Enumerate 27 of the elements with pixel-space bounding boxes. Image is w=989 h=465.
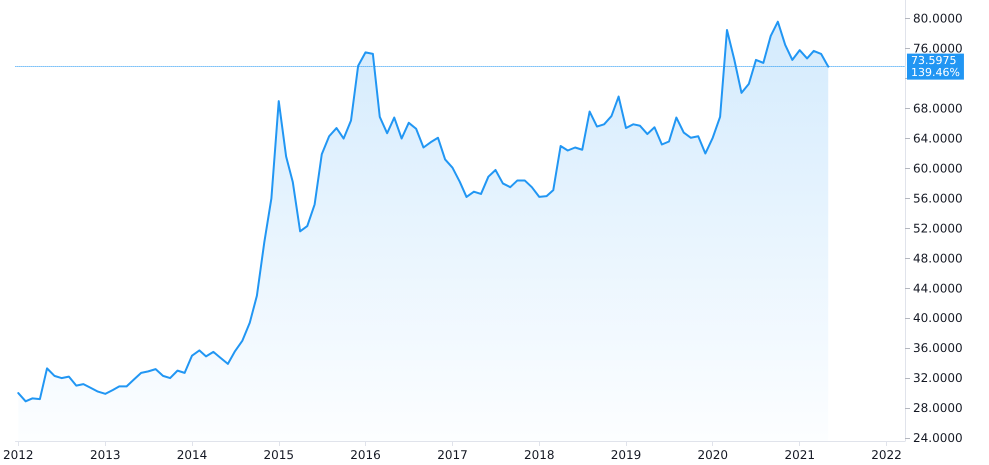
y-tick-label: 28.0000 [913,401,963,416]
y-tick-label: 68.0000 [913,102,963,116]
x-tick-label: 2022 [871,448,902,462]
ref-line-label: 73.5975 [911,54,956,68]
y-tick-label: 40.0000 [913,311,963,326]
x-tick-label: 2013 [90,448,121,462]
y-tick-label: 44.0000 [913,281,963,296]
x-tick-label: 2016 [350,448,381,462]
x-tick-label: 2012 [2,448,34,462]
x-tick-label: 2020 [697,448,728,462]
y-tick-label: 60.0000 [913,161,963,176]
y-tick-label: 32.0000 [913,371,963,386]
x-tick-label: 2017 [437,448,468,462]
x-tick-label: 2018 [524,448,555,462]
y-tick-label: 76.0000 [913,42,963,56]
y-tick-label: 48.0000 [913,251,963,266]
y-tick-label: 52.0000 [913,221,963,236]
x-tick-label: 2019 [610,448,642,462]
x-tick-label: 2014 [176,448,208,462]
y-tick-label: 24.0000 [913,431,963,446]
y-tick-label: 64.0000 [913,132,963,146]
y-tick-label: 80.0000 [913,12,963,26]
y-tick-label: 56.0000 [913,191,963,206]
y-tick-label: 36.0000 [913,341,963,356]
text: 139.46% [911,66,960,80]
x-tick-label: 2015 [263,448,294,462]
x-tick-label: 2021 [784,448,815,462]
